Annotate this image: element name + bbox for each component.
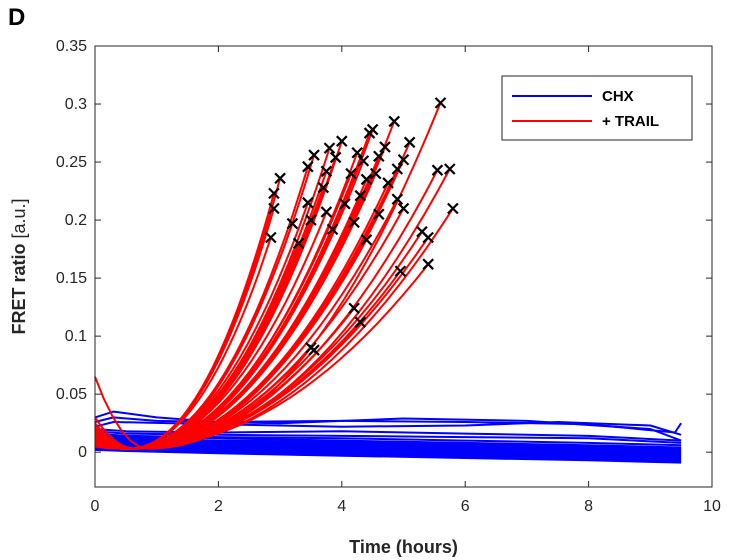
death-marker [360,173,373,186]
death-marker [431,164,444,176]
death-marker [354,189,367,202]
death-marker [292,237,305,250]
trail-curve [94,179,368,450]
death-marker [357,155,370,167]
death-marker [320,165,333,178]
legend-label-trail: + TRAIL [602,113,659,130]
chx-curve [94,443,682,458]
death-marker [268,187,280,200]
death-marker [379,141,391,153]
death-marker [336,135,348,147]
legend: CHX + TRAIL [501,75,693,141]
death-marker [447,202,459,215]
death-marker [391,193,404,205]
death-marker [326,223,339,236]
death-marker [323,142,336,154]
chx-curve [94,434,682,450]
death-marker [397,202,410,215]
chx-curve [94,433,682,449]
chx-curve [94,439,682,455]
chx-curve [94,436,682,451]
death-marker [317,181,330,194]
death-marker [373,208,385,221]
death-marker [339,198,351,210]
y-tick-label: 0.25 [56,154,87,171]
death-marker [265,231,277,244]
y-tick-label: 0.1 [65,328,87,345]
death-marker [397,153,410,166]
chx-curve [94,441,682,457]
death-marker [329,151,342,164]
death-marker [348,216,360,229]
y-axis-label: FRET ratio [a.u.] [9,198,29,334]
x-tick-label: 6 [461,498,470,515]
death-marker [422,231,434,244]
y-axis: 0 0.05 0.1 0.15 0.2 0.25 0.3 0.35 [56,38,712,461]
y-tick-label: 0 [78,444,87,461]
trail-curve [94,207,454,450]
y-tick-label: 0.2 [65,212,87,229]
chx-curve [94,437,682,452]
x-tick-label: 4 [337,498,346,515]
y-axis-label-main: FRET ratio [9,244,29,335]
death-marker [394,265,407,277]
death-marker [348,302,360,315]
y-tick-label: 0.05 [56,386,87,403]
chx-curve [94,416,682,442]
y-axis-label-unit: [a.u.] [9,198,29,243]
death-marker [403,136,416,149]
chx-curve [94,430,682,444]
death-marker [363,127,376,139]
death-marker [382,177,394,189]
death-marker [268,202,280,215]
chx-curve [94,448,682,464]
death-marker [354,316,367,328]
y-tick-label: 0.35 [56,38,87,55]
x-axis: 0 2 4 6 8 10 [91,46,721,515]
x-tick-label: 10 [703,498,721,515]
chx-curve [94,447,682,463]
death-marker [443,163,456,175]
death-marker [369,167,382,180]
panel-label: D [8,4,26,31]
x-tick-label: 2 [214,498,223,515]
death-markers [265,97,459,356]
death-marker [373,150,385,163]
chx-curve [94,421,682,436]
y-tick-label: 0.15 [56,270,87,287]
legend-box [501,75,693,141]
trail-curve [94,349,315,450]
chx-series [94,410,682,464]
plot-area [94,45,713,488]
death-marker [305,214,317,226]
death-marker [345,167,357,180]
y-tick-label: 0.3 [65,96,87,113]
x-tick-label: 0 [91,498,100,515]
death-marker [388,115,401,128]
chx-curve [94,440,682,456]
death-marker [391,163,404,175]
death-marker [360,234,373,246]
death-marker [422,258,434,270]
death-marker [434,97,447,109]
death-marker [286,217,299,230]
death-marker [302,160,314,173]
death-marker [308,149,320,161]
x-tick-label: 8 [584,498,593,515]
death-marker [320,206,333,218]
trail-curve [94,195,362,450]
death-marker [351,146,364,159]
trail-series [94,102,454,450]
legend-label-chx: CHX [602,88,634,105]
death-marker [274,172,286,185]
x-axis-label: Time (hours) [349,537,458,557]
death-marker [308,344,320,356]
chx-curve [94,428,682,442]
death-marker [302,196,314,209]
